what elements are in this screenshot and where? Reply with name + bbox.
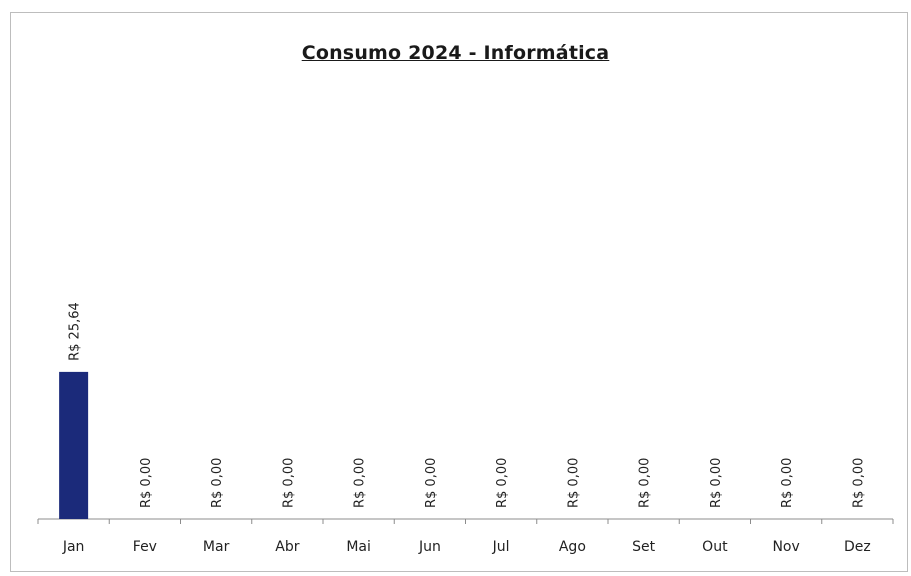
x-tick-label-fev: Fev — [133, 539, 157, 555]
chart-title: Consumo 2024 - Informática — [301, 42, 610, 64]
data-label-jul: R$ 0,00 — [495, 458, 510, 508]
x-tick-label-abr: Abr — [275, 539, 299, 555]
data-label-dez: R$ 0,00 — [851, 458, 866, 508]
x-tick-label-jan: Jan — [62, 539, 85, 555]
data-label-nov: R$ 0,00 — [780, 458, 795, 508]
x-tick-label-mar: Mar — [203, 539, 230, 555]
data-label-mai: R$ 0,00 — [353, 458, 368, 508]
data-label-set: R$ 0,00 — [638, 458, 653, 508]
data-label-jun: R$ 0,00 — [424, 458, 439, 508]
x-tick-label-set: Set — [632, 539, 656, 555]
bar-jan — [59, 371, 89, 519]
x-tick-label-ago: Ago — [559, 539, 586, 555]
chart-frame — [10, 12, 908, 572]
data-label-ago: R$ 0,00 — [566, 458, 581, 508]
x-tick-label-mai: Mai — [346, 539, 371, 555]
data-label-fev: R$ 0,00 — [139, 458, 154, 508]
data-label-jan: R$ 25,64 — [68, 302, 83, 361]
x-tick-label-out: Out — [702, 539, 728, 555]
x-tick-label-dez: Dez — [844, 539, 871, 555]
data-label-mar: R$ 0,00 — [210, 458, 225, 508]
data-label-out: R$ 0,00 — [709, 458, 724, 508]
data-label-abr: R$ 0,00 — [281, 458, 296, 508]
x-tick-label-nov: Nov — [772, 539, 799, 555]
x-tick-label-jul: Jul — [492, 539, 510, 555]
x-tick-label-jun: Jun — [418, 539, 441, 555]
